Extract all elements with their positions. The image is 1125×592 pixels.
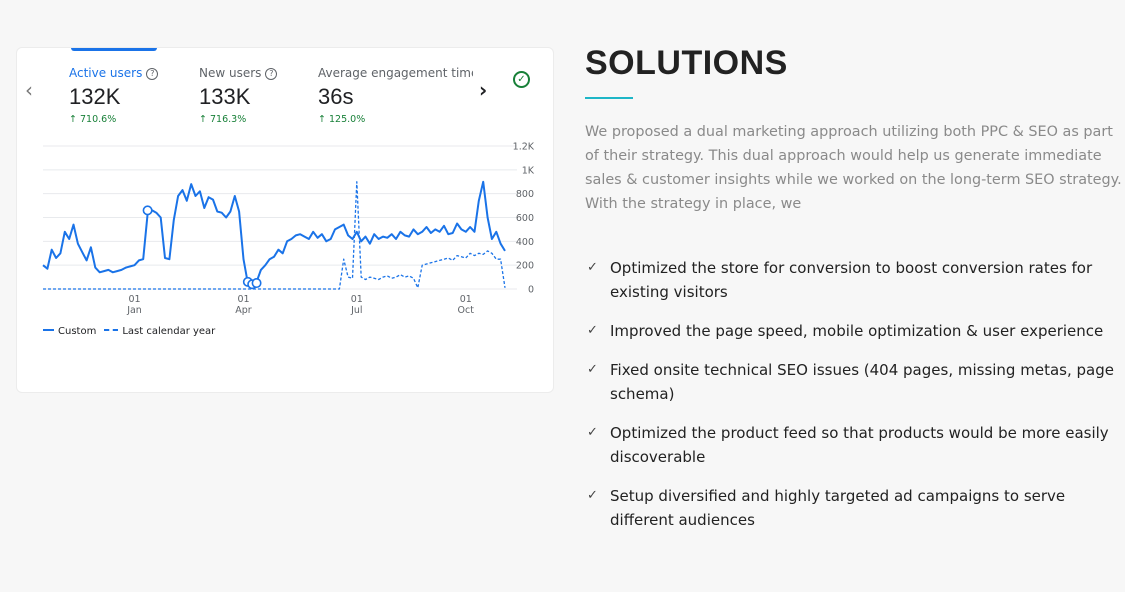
solutions-list: ✓ Optimized the store for conversion to b… <box>585 256 1125 532</box>
analytics-card: ‹ Active users? 132K ↑ 710.6% New users?… <box>16 47 554 393</box>
metric-label: Active users? <box>69 66 159 80</box>
metric-engagement-time[interactable]: Average engagement time p 36s ↑ 125.0% <box>318 66 473 125</box>
x-tick-month: Apr <box>235 305 252 316</box>
arrow-up-icon: ↑ <box>318 114 326 125</box>
check-icon: ✓ <box>587 488 598 503</box>
list-item: ✓ Setup diversified and highly targeted a… <box>585 484 1125 532</box>
series-line-last-year <box>43 181 506 290</box>
y-tick-label: 1K <box>522 165 535 176</box>
x-tick-day: 01 <box>460 294 472 305</box>
check-icon: ✓ <box>587 425 598 440</box>
chevron-right-icon[interactable]: › <box>479 78 488 102</box>
y-tick-label: 400 <box>516 237 534 248</box>
chevron-left-icon[interactable]: ‹ <box>25 78 33 102</box>
metric-value: 36s <box>318 84 354 109</box>
section-title: SOLUTIONS <box>585 44 788 82</box>
arrow-up-icon: ↑ <box>199 114 207 125</box>
metric-new-users[interactable]: New users? 133K ↑ 716.3% <box>199 66 278 125</box>
metric-change: ↑ 710.6% <box>69 114 117 125</box>
help-circle-icon[interactable]: ? <box>146 68 159 80</box>
check-circle-icon[interactable]: ✓ <box>513 71 530 88</box>
legend-item-last-year[interactable]: Last calendar year <box>104 326 215 337</box>
x-tick-day: 01 <box>128 294 140 305</box>
title-underline <box>585 97 633 99</box>
x-tick-month: Jan <box>126 305 142 316</box>
solid-line-icon <box>43 329 54 331</box>
metric-value: 132K <box>69 84 121 109</box>
metric-label: New users? <box>199 66 278 80</box>
check-icon: ✓ <box>587 323 598 338</box>
y-tick-label: 1.2K <box>513 142 535 153</box>
y-tick-label: 0 <box>528 285 534 296</box>
chart-legend: Custom Last calendar year <box>43 326 215 337</box>
x-tick-month: Jul <box>350 305 362 316</box>
annotation-marker[interactable] <box>142 205 153 216</box>
dashed-line-icon <box>104 329 119 331</box>
y-tick-label: 800 <box>516 189 534 200</box>
series-line-custom <box>42 180 506 286</box>
metric-label: Average engagement time p <box>318 66 473 80</box>
metric-change: ↑ 716.3% <box>199 114 247 125</box>
list-item: ✓ Optimized the product feed so that prod… <box>585 421 1125 469</box>
x-tick-month: Oct <box>458 305 475 316</box>
solutions-section: SOLUTIONS We proposed a dual marketing a… <box>585 44 1125 547</box>
metric-change: ↑ 125.0% <box>318 114 366 125</box>
list-item: ✓ Optimized the store for conversion to b… <box>585 256 1125 304</box>
check-icon: ✓ <box>587 260 598 275</box>
x-tick-day: 01 <box>351 294 363 305</box>
y-tick-label: 600 <box>516 213 534 224</box>
list-item: ✓ Fixed onsite technical SEO issues (404 … <box>585 358 1125 406</box>
x-tick-day: 01 <box>237 294 249 305</box>
check-icon: ✓ <box>587 362 598 377</box>
metric-value: 133K <box>199 84 251 109</box>
metric-active-users[interactable]: Active users? 132K ↑ 710.6% <box>69 66 159 125</box>
y-tick-label: 200 <box>516 261 534 272</box>
arrow-up-icon: ↑ <box>69 114 77 125</box>
list-item: ✓ Improved the page speed, mobile optimiz… <box>585 319 1125 343</box>
active-tab-indicator <box>71 48 157 51</box>
help-circle-icon[interactable]: ? <box>265 68 278 80</box>
annotation-marker[interactable] <box>251 278 262 289</box>
intro-paragraph: We proposed a dual marketing approach ut… <box>585 124 1122 212</box>
legend-item-custom[interactable]: Custom <box>43 326 96 337</box>
